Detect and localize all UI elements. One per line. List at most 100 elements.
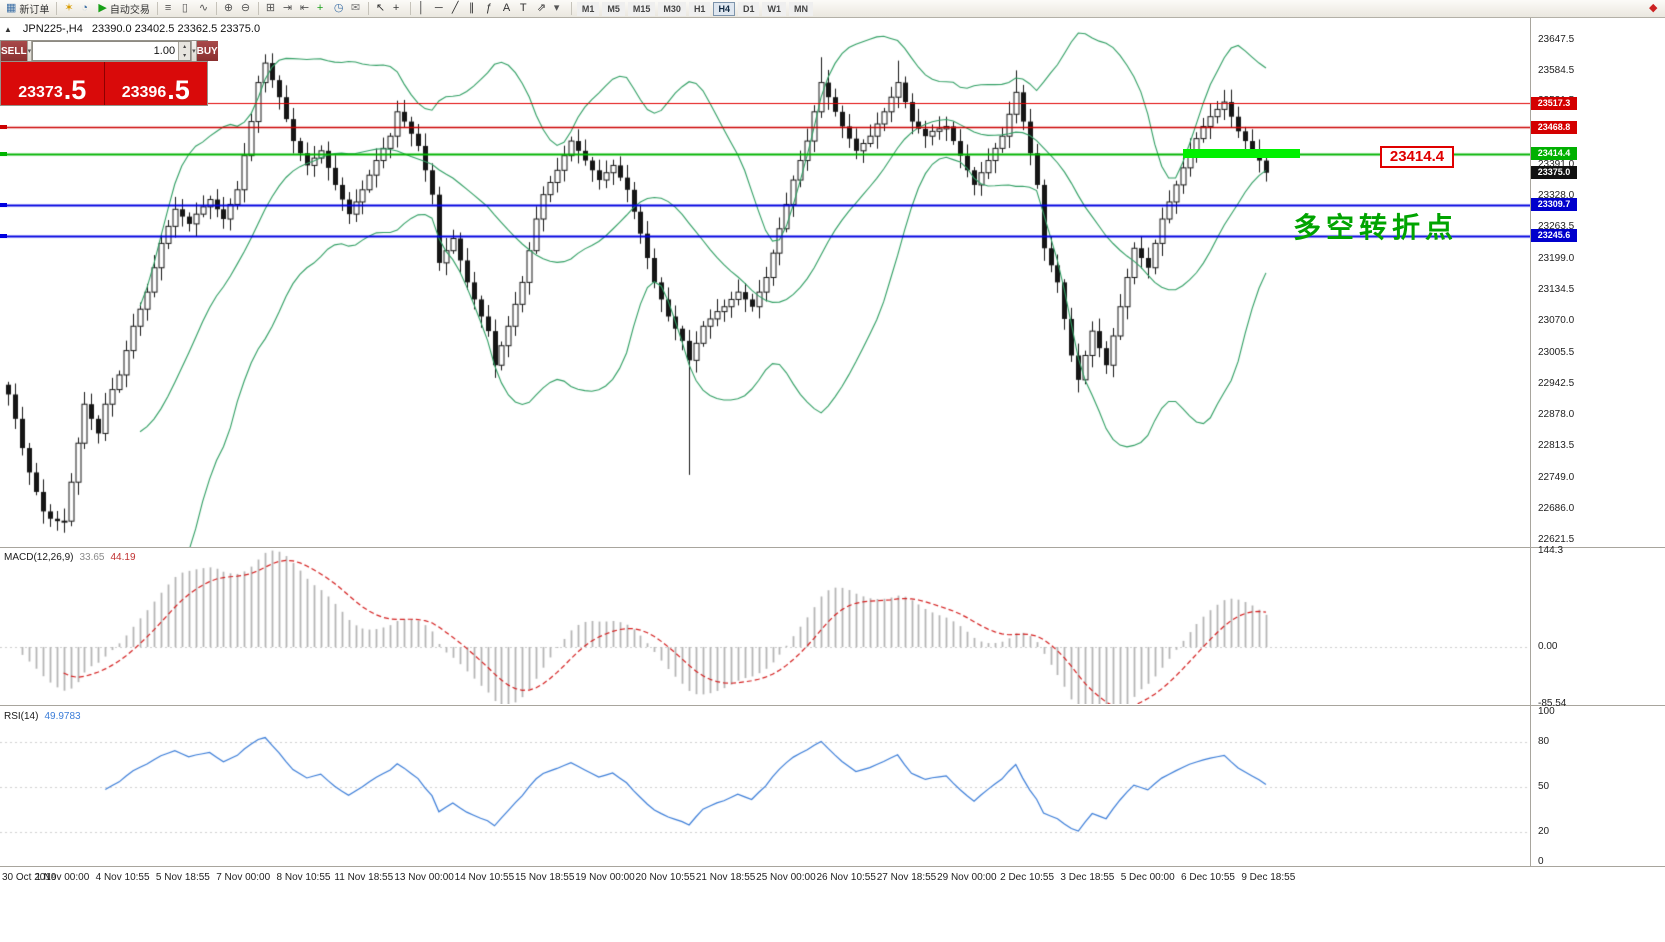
timeframe-m1-button[interactable]: M1 <box>576 1 600 16</box>
time-tick-label: 21 Nov 18:55 <box>695 872 756 883</box>
favorites-button[interactable]: ✶ <box>61 1 77 17</box>
rsi-tick-label: 50 <box>1538 781 1550 792</box>
price-tag: 23517.3 <box>1531 96 1577 110</box>
auto-scroll-button[interactable]: ⇥ <box>280 1 296 17</box>
crosshair-button[interactable]: + <box>390 1 406 17</box>
bar-chart-button[interactable]: ≡ <box>162 1 178 17</box>
time-tick-label: 29 Nov 00:00 <box>937 872 997 883</box>
price-tag: 23309.7 <box>1531 198 1577 212</box>
vertical-line-button[interactable]: │ <box>415 1 431 17</box>
fibonacci-button[interactable]: ƒ <box>483 1 499 17</box>
sell-button[interactable]: SELL <box>1 41 27 61</box>
buy-dropdown-button[interactable]: ▾ <box>191 41 197 61</box>
rsi-canvas[interactable] <box>0 707 1530 866</box>
cursor-button[interactable]: ↖ <box>373 1 389 17</box>
chart-shift-button[interactable]: ⇤ <box>297 1 313 17</box>
zoom-in-button[interactable]: ⊕ <box>221 1 237 17</box>
new-order-button[interactable]: ▦ 新订单 <box>3 1 52 17</box>
brand-icon: ◆ <box>1649 2 1658 14</box>
label-button[interactable]: T <box>517 1 533 17</box>
price-scale-separator <box>1530 18 1531 866</box>
chevron-down-icon: ▾ <box>553 2 560 14</box>
sell-price-frac: .5 <box>63 75 87 106</box>
rsi-name: RSI(14) <box>4 711 39 722</box>
timeframe-m5-button[interactable]: M5 <box>602 1 625 16</box>
fibonacci-icon: ƒ <box>485 2 492 14</box>
price-scale[interactable]: 23647.523584.523521.523458.523391.023328… <box>1530 18 1665 867</box>
price-chart-canvas[interactable] <box>0 28 1530 547</box>
highlight-band[interactable] <box>1183 149 1300 159</box>
annotation-text[interactable]: 多空转折点 <box>1293 212 1459 243</box>
price-tick-label: 23328.0 <box>1538 189 1575 201</box>
auto-trading-button[interactable]: ▶ 自动交易 <box>95 1 152 17</box>
time-tick-label: 30 Oct 2019 <box>2 872 57 883</box>
rsi-tick-label: 20 <box>1538 826 1550 837</box>
price-tick-label: 23584.5 <box>1538 64 1575 76</box>
price-tick-label: 22621.5 <box>1538 533 1575 545</box>
macd-tick-label: -85.54 <box>1538 697 1567 709</box>
sell-dropdown-button[interactable]: ▾ <box>26 41 33 61</box>
buy-price-frac: .5 <box>167 75 190 106</box>
cursor-icon: ↖ <box>375 2 386 14</box>
volume-up-button[interactable]: ▴ <box>178 42 191 51</box>
bar-chart-icon: ≡ <box>164 2 172 14</box>
text-button[interactable]: A <box>500 1 516 17</box>
candlestick-chart-button[interactable]: ▯ <box>179 1 195 17</box>
rsi-indicator-label: RSI(14) 49.9783 <box>4 711 81 722</box>
panel-separator-rsi[interactable] <box>0 705 1665 706</box>
buy-button[interactable]: BUY <box>196 41 218 61</box>
arrows-button[interactable]: ⇗ <box>534 1 550 17</box>
sell-price-display[interactable]: 23373.5 <box>1 62 105 105</box>
timeframe-h1-button[interactable]: H1 <box>688 1 711 16</box>
crosshair-icon: + <box>392 2 400 14</box>
timeframe-m30-button[interactable]: M30 <box>658 1 686 16</box>
line-chart-button[interactable]: ∿ <box>196 1 212 17</box>
trendline-button[interactable]: ╱ <box>449 1 465 17</box>
templates-button[interactable]: ✉ <box>348 1 364 17</box>
timeframe-m15-button[interactable]: M15 <box>627 1 656 16</box>
timeframe-mn-button[interactable]: MN <box>788 1 813 16</box>
play-icon: ▶ <box>98 2 107 14</box>
time-tick-label: 9 Dec 18:55 <box>1241 872 1296 883</box>
volume-down-button[interactable]: ▾ <box>178 51 191 60</box>
history-button[interactable]: ◔ <box>78 1 94 17</box>
volume-input[interactable] <box>33 42 179 60</box>
price-tick-label: 23005.5 <box>1538 346 1575 358</box>
time-tick-label: 13 Nov 00:00 <box>394 872 454 883</box>
toolbar: ▦ 新订单 ✶ ◔ ▶ 自动交易 ≡ ▯ ∿ ⊕ ⊖ ⊞ ⇥ ⇤ + ◷ ✉ ↖ + │ ─ ╱ ∥ ƒ A T ⇗ ▾ M1 M5 M15… <box>0 0 1665 18</box>
price-tick-label: 23647.5 <box>1538 33 1575 45</box>
time-tick-label: 19 Nov 00:00 <box>575 872 635 883</box>
time-tick-label: 7 Nov 00:00 <box>216 872 271 883</box>
toolbar-separator <box>257 2 259 15</box>
buy-price-display[interactable]: 23396.5 <box>104 62 207 106</box>
zoom-out-button[interactable]: ⊖ <box>238 1 254 17</box>
channel-button[interactable]: ∥ <box>466 1 482 17</box>
triangle-down-icon: ▾ <box>183 52 187 59</box>
time-tick-label: 26 Nov 10:55 <box>816 872 876 883</box>
horizontal-line-button[interactable]: ─ <box>432 1 448 17</box>
tile-windows-button[interactable]: ⊞ <box>263 1 279 17</box>
brand-button[interactable]: ◆ <box>1646 1 1662 17</box>
price-tag: 23414.4 <box>1531 147 1577 161</box>
timeframe-d1-button[interactable]: D1 <box>737 1 760 16</box>
one-click-trading-panel: SELL ▾ ▴ ▾ ▾ BUY 23373.5 23396.5 <box>0 40 218 106</box>
periods-button[interactable]: ◷ <box>331 1 347 17</box>
zoom-out-icon: ⊖ <box>240 2 251 14</box>
price-tick-label: 22749.0 <box>1538 471 1575 483</box>
price-tag: 23375.0 <box>1531 166 1577 180</box>
arrow-objects-icon: ⇗ <box>536 2 547 14</box>
macd-canvas[interactable] <box>0 548 1530 704</box>
vertical-line-icon: │ <box>417 2 425 14</box>
time-tick-label: 4 Nov 10:55 <box>95 872 150 883</box>
timeframe-w1-button[interactable]: W1 <box>762 1 786 16</box>
time-tick-label: 8 Nov 10:55 <box>276 872 331 883</box>
indicators-button[interactable]: + <box>314 1 330 17</box>
level-price-callout[interactable]: 23414.4 <box>1380 146 1454 168</box>
time-scale[interactable]: 30 Oct 2019 1 Nov 00:00 4 Nov 10:55 5 Nov 1… <box>0 867 1665 942</box>
timeframe-h4-button[interactable]: H4 <box>713 1 735 16</box>
trade-panel-collapse-icon[interactable]: ▲ <box>4 24 12 34</box>
objects-dropdown-button[interactable]: ▾ <box>551 1 567 17</box>
price-tick-label: 23070.0 <box>1538 315 1575 327</box>
panel-separator-macd[interactable] <box>0 547 1665 548</box>
